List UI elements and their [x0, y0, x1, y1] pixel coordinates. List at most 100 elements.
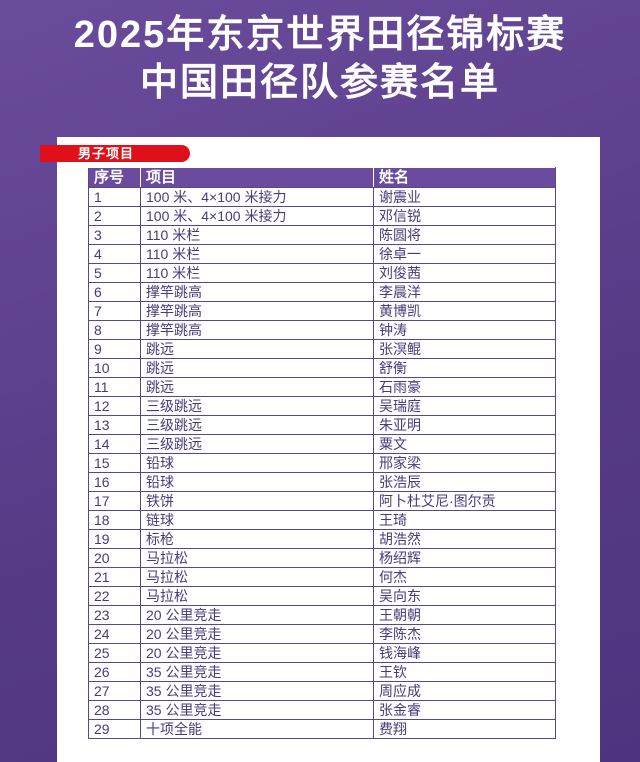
cell-name: 刘俊茜	[373, 263, 556, 283]
cell-number: 17	[88, 491, 141, 511]
table-row: 26 35 公里竞走 王钦	[88, 662, 556, 682]
cell-name: 舒衡	[373, 358, 556, 378]
section-label: 男子项目	[40, 145, 190, 162]
cell-event: 100 米、4×100 米接力	[140, 187, 374, 207]
cell-number: 23	[88, 605, 141, 625]
cell-event: 撑竿跳高	[140, 282, 374, 302]
table-row: 5 110 米栏 刘俊茜	[88, 263, 556, 283]
cell-number: 26	[88, 662, 141, 682]
cell-event: 撑竿跳高	[140, 301, 374, 321]
table-row: 29 十项全能 费翔	[88, 719, 556, 739]
cell-event: 标枪	[140, 529, 374, 549]
table-row: 21 马拉松 何杰	[88, 567, 556, 587]
cell-event: 链球	[140, 510, 374, 530]
cell-event: 20 公里竞走	[140, 624, 374, 644]
cell-event: 马拉松	[140, 548, 374, 568]
cell-event: 100 米、4×100 米接力	[140, 206, 374, 226]
cell-name: 张溟鲲	[373, 339, 556, 359]
cell-number: 9	[88, 339, 141, 359]
cell-number: 14	[88, 434, 141, 454]
cell-number: 29	[88, 719, 141, 739]
cell-event: 跳远	[140, 377, 374, 397]
table-row: 12 三级跳远 吴瑞庭	[88, 396, 556, 416]
cell-number: 19	[88, 529, 141, 549]
cell-number: 4	[88, 244, 141, 264]
cell-number: 11	[88, 377, 141, 397]
table-row: 7 撑竿跳高 黄博凯	[88, 301, 556, 321]
cell-event: 110 米栏	[140, 263, 374, 283]
cell-name: 石雨豪	[373, 377, 556, 397]
table-row: 17 铁饼 阿卜杜艾尼·图尔贡	[88, 491, 556, 511]
table-row: 19 标枪 胡浩然	[88, 529, 556, 549]
table-row: 15 铅球 邢家梁	[88, 453, 556, 473]
cell-name: 费翔	[373, 719, 556, 739]
page-subtitle: 中国田径队参赛名单	[139, 62, 500, 104]
header-event: 项目	[140, 167, 374, 188]
cell-name: 钟涛	[373, 320, 556, 340]
cell-name: 钱海峰	[373, 643, 556, 663]
cell-name: 胡浩然	[373, 529, 556, 549]
cell-number: 2	[88, 206, 141, 226]
table-row: 18 链球 王琦	[88, 510, 556, 530]
table-row: 1 100 米、4×100 米接力 谢震业	[88, 187, 556, 207]
table-row: 8 撑竿跳高 钟涛	[88, 320, 556, 340]
table-row: 22 马拉松 吴向东	[88, 586, 556, 606]
cell-name: 王朝朝	[373, 605, 556, 625]
cell-event: 马拉松	[140, 586, 374, 606]
cell-name: 邓信锐	[373, 206, 556, 226]
cell-number: 22	[88, 586, 141, 606]
cell-event: 20 公里竞走	[140, 605, 374, 625]
cell-name: 陈圆将	[373, 225, 556, 245]
cell-number: 20	[88, 548, 141, 568]
roster-table: 序号 项目 姓名 1 100 米、4×100 米接力 谢震业 2 100 米、4×100…	[88, 167, 556, 739]
cell-event: 十项全能	[140, 719, 374, 739]
cell-event: 110 米栏	[140, 225, 374, 245]
cell-name: 周应成	[373, 681, 556, 701]
table-row: 14 三级跳远 粟文	[88, 434, 556, 454]
cell-name: 李陈杰	[373, 624, 556, 644]
cell-event: 三级跳远	[140, 396, 374, 416]
table-row: 9 跳远 张溟鲲	[88, 339, 556, 359]
cell-event: 马拉松	[140, 567, 374, 587]
cell-name: 张浩辰	[373, 472, 556, 492]
cell-name: 何杰	[373, 567, 556, 587]
cell-name: 谢震业	[373, 187, 556, 207]
table-row: 24 20 公里竞走 李陈杰	[88, 624, 556, 644]
cell-name: 阿卜杜艾尼·图尔贡	[373, 491, 556, 511]
cell-number: 15	[88, 453, 141, 473]
cell-number: 8	[88, 320, 141, 340]
cell-name: 王琦	[373, 510, 556, 530]
cell-event: 铅球	[140, 472, 374, 492]
cell-event: 20 公里竞走	[140, 643, 374, 663]
cell-event: 110 米栏	[140, 244, 374, 264]
cell-number: 12	[88, 396, 141, 416]
table-row: 27 35 公里竞走 周应成	[88, 681, 556, 701]
table-row: 4 110 米栏 徐卓一	[88, 244, 556, 264]
cell-name: 杨绍辉	[373, 548, 556, 568]
cell-event: 35 公里竞走	[140, 700, 374, 720]
table-row: 16 铅球 张浩辰	[88, 472, 556, 492]
table-row: 13 三级跳远 朱亚明	[88, 415, 556, 435]
cell-number: 13	[88, 415, 141, 435]
header-name: 姓名	[373, 167, 556, 188]
cell-number: 27	[88, 681, 141, 701]
cell-number: 5	[88, 263, 141, 283]
cell-event: 铅球	[140, 453, 374, 473]
cell-number: 24	[88, 624, 141, 644]
table-row: 28 35 公里竞走 张金睿	[88, 700, 556, 720]
table-row: 3 110 米栏 陈圆将	[88, 225, 556, 245]
cell-name: 粟文	[373, 434, 556, 454]
table-row: 25 20 公里竞走 钱海峰	[88, 643, 556, 663]
header-number: 序号	[88, 167, 141, 188]
cell-name: 王钦	[373, 662, 556, 682]
cell-event: 撑竿跳高	[140, 320, 374, 340]
cell-number: 16	[88, 472, 141, 492]
cell-event: 35 公里竞走	[140, 681, 374, 701]
cell-name: 李晨洋	[373, 282, 556, 302]
cell-event: 三级跳远	[140, 415, 374, 435]
cell-name: 吴向东	[373, 586, 556, 606]
cell-number: 7	[88, 301, 141, 321]
cell-number: 25	[88, 643, 141, 663]
cell-number: 21	[88, 567, 141, 587]
table-header-row: 序号 项目 姓名	[88, 167, 556, 188]
